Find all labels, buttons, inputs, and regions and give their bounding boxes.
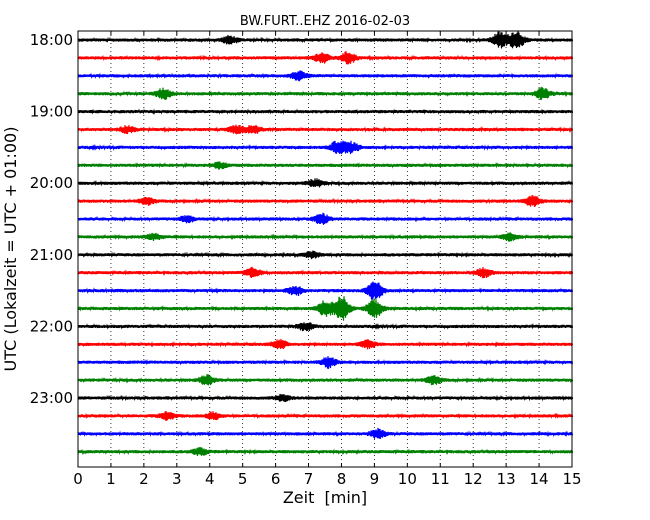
trace-1915 <box>77 140 574 155</box>
y-tick-label: 23:00 <box>30 389 73 407</box>
trace-2045 <box>77 250 574 260</box>
trace-2215 <box>77 356 574 369</box>
trace-2000 <box>77 195 574 208</box>
trace-1815 <box>77 70 574 82</box>
trace-1930 <box>77 161 574 170</box>
y-tick-label: 19:00 <box>30 103 73 121</box>
trace-1745 <box>77 31 574 49</box>
trace-2245 <box>77 393 574 403</box>
y-tick-label: 22:00 <box>30 317 73 335</box>
x-axis: 0 1 2 3 4 5 6 7 8 9 10 11 12 13 14 15 <box>73 31 582 488</box>
seismogram-traces <box>77 31 574 457</box>
x-tick-label: 10 <box>398 470 417 488</box>
plot-frame <box>77 30 573 468</box>
x-tick-label: 15 <box>562 470 581 488</box>
y-tick-label: 18:00 <box>30 31 73 49</box>
x-tick-label: 12 <box>464 470 483 488</box>
x-tick-label: 4 <box>205 470 215 488</box>
trace-2300 <box>77 410 574 421</box>
x-tick-label: 2 <box>139 470 149 488</box>
x-tick-label: 14 <box>530 470 549 488</box>
trace-2315 <box>77 427 574 439</box>
y-axis: 18:00 19:00 20:00 21:00 22:00 23:00 <box>30 31 572 407</box>
trace-2030 <box>77 232 574 242</box>
x-tick-label: 6 <box>271 470 281 488</box>
x-tick-label: 9 <box>370 470 380 488</box>
y-tick-label: 21:00 <box>30 246 73 264</box>
y-axis-label: UTC (Lokalzeit = UTC + 01:00) <box>1 127 20 372</box>
x-tick-label: 0 <box>73 470 83 488</box>
x-tick-label: 8 <box>337 470 347 488</box>
grid-lines <box>110 31 540 467</box>
x-tick-label: 11 <box>431 470 450 488</box>
trace-1800 <box>77 51 574 65</box>
trace-2130 <box>77 296 574 321</box>
x-tick-label: 7 <box>304 470 314 488</box>
y-tick-label: 20:00 <box>30 174 73 192</box>
trace-2145 <box>77 322 574 332</box>
chart-title: BW.FURT..EHZ 2016-02-03 <box>240 14 410 29</box>
trace-1830 <box>77 86 574 101</box>
trace-1945 <box>77 178 574 188</box>
trace-2115 <box>77 281 574 300</box>
trace-2015 <box>77 212 574 225</box>
trace-1900 <box>77 124 574 135</box>
trace-2200 <box>77 338 574 350</box>
x-tick-label: 5 <box>238 470 248 488</box>
trace-2230 <box>77 374 574 386</box>
trace-2100 <box>77 266 574 279</box>
trace-1845 <box>77 108 574 115</box>
x-tick-label: 13 <box>497 470 516 488</box>
trace-2330 <box>77 446 574 457</box>
x-axis-label: Zeit [min] <box>283 488 367 507</box>
x-tick-label: 3 <box>172 470 182 488</box>
x-tick-label: 1 <box>106 470 116 488</box>
